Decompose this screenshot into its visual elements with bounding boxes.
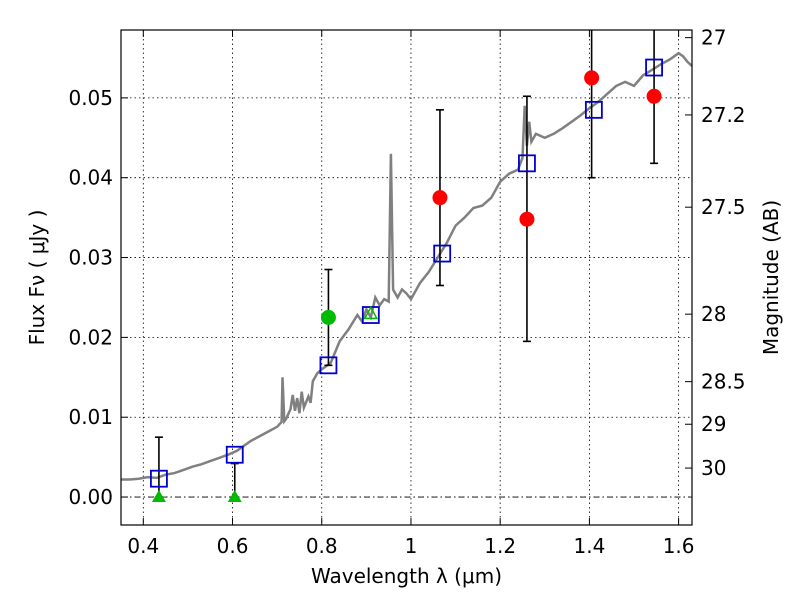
upper-limit-triangle: [151, 490, 166, 503]
detection-point: [320, 309, 336, 325]
model-spectrum-line: [121, 51, 692, 481]
x-tick-label: 0.8: [306, 534, 338, 558]
y-tick-label: 0.04: [68, 166, 113, 190]
model-band-square: [433, 244, 452, 263]
y2-tick-label: 28: [701, 302, 726, 326]
upper-limit-triangle: [227, 490, 242, 503]
y2-tick-label: 27.2: [701, 103, 746, 127]
x-tick-label: 1.4: [573, 534, 605, 558]
model-band-square: [225, 445, 244, 464]
x-tick-label: 1: [405, 534, 418, 558]
y-tick-label: 0.00: [68, 485, 113, 509]
y-axis-label: Flux Fν ( μJy ): [25, 210, 49, 346]
y2-axis-label: Magnitude (AB): [759, 200, 783, 355]
detection-point: [432, 190, 448, 206]
y2-tick-label: 30: [701, 456, 726, 480]
plot-area: [121, 30, 692, 525]
x-axis-label: Wavelength λ (μm): [311, 564, 502, 588]
x-tick-label: 1.6: [663, 534, 695, 558]
y-tick-label: 0.03: [68, 246, 113, 270]
detection-point: [584, 70, 600, 86]
model-band-square: [584, 100, 603, 119]
model-band-square: [518, 154, 536, 173]
plot-frame: [120, 29, 693, 526]
model-band-square: [319, 356, 338, 375]
y-tick-label: 0.01: [68, 405, 113, 429]
detection-point: [646, 88, 662, 104]
x-tick-label: 0.6: [217, 534, 249, 558]
y-tick-label: 0.05: [68, 86, 113, 110]
y-tick-label: 0.02: [68, 325, 113, 349]
x-tick-label: 0.4: [127, 534, 159, 558]
upper-limit-triangle: [363, 305, 379, 320]
model-band-square: [645, 58, 663, 77]
y2-tick-label: 29: [701, 412, 726, 436]
model-band-square: [150, 469, 168, 488]
y2-tick-label: 28.5: [701, 370, 746, 394]
y2-tick-label: 27.5: [701, 195, 746, 219]
x-tick-label: 1.2: [484, 534, 516, 558]
y2-tick-label: 27: [701, 26, 726, 50]
detection-point: [519, 211, 535, 227]
